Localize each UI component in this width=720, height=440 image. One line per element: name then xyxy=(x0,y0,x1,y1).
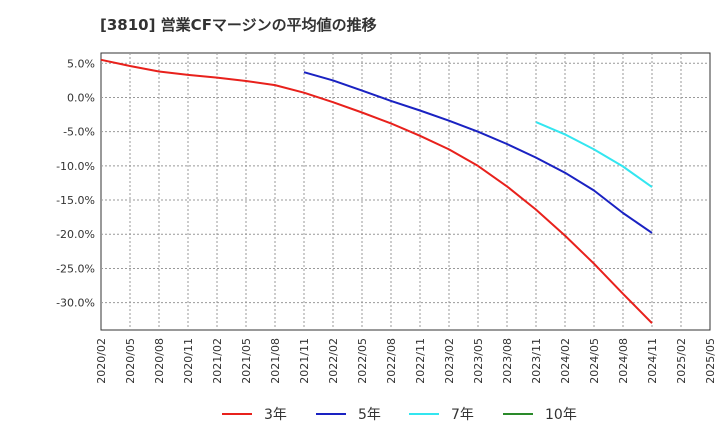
series-line-5年 xyxy=(303,71,653,234)
x-tick-label: 2022/08 xyxy=(385,338,398,384)
y-tick-label: 0.0% xyxy=(67,91,95,104)
x-tick-label: 2020/05 xyxy=(124,338,137,384)
x-tick-label: 2023/05 xyxy=(472,338,485,384)
y-tick-label: -25.0% xyxy=(56,262,95,275)
x-tick-label: 2024/02 xyxy=(559,338,572,384)
y-tick-label: -15.0% xyxy=(56,194,95,207)
x-tick-label: 2023/02 xyxy=(443,338,456,384)
x-tick-label: 2021/02 xyxy=(211,338,224,384)
plot-area xyxy=(100,52,711,331)
x-tick-label: 2020/08 xyxy=(153,338,166,384)
y-axis-ticks: 5.0% 0.0% -5.0% -10.0% -15.0% -20.0% -25.0% -30… xyxy=(56,57,95,309)
series-lines xyxy=(100,58,653,324)
y-tick-label: -5.0% xyxy=(63,126,95,139)
y-tick-label: -30.0% xyxy=(56,297,95,310)
y-tick-label: 5.0% xyxy=(67,57,95,70)
grid-lines xyxy=(101,53,710,330)
series-line-3年 xyxy=(100,58,653,324)
x-tick-label: 2022/11 xyxy=(414,338,427,384)
legend-label: 3年 xyxy=(264,407,287,423)
x-tick-label: 2023/08 xyxy=(501,338,514,384)
legend-label: 7年 xyxy=(451,407,474,423)
y-tick-label: -10.0% xyxy=(56,160,95,173)
legend-label: 10年 xyxy=(545,407,577,423)
x-tick-label: 2025/05 xyxy=(704,338,717,384)
x-tick-label: 2023/11 xyxy=(530,338,543,384)
x-axis-ticks: 2020/02 2020/05 2020/08 2020/11 2021/02 2021/… xyxy=(95,338,717,384)
legend: 3年 5年 7年 10年 xyxy=(222,407,577,423)
x-tick-label: 2024/11 xyxy=(646,338,659,384)
y-tick-label: -20.0% xyxy=(56,228,95,241)
x-tick-label: 2021/08 xyxy=(269,338,282,384)
x-tick-label: 2021/11 xyxy=(298,338,311,384)
legend-label: 5年 xyxy=(358,407,381,423)
x-tick-label: 2022/02 xyxy=(327,338,340,384)
x-tick-label: 2022/05 xyxy=(356,338,369,384)
x-tick-label: 2024/08 xyxy=(617,338,630,384)
x-tick-label: 2020/02 xyxy=(95,338,108,384)
x-tick-label: 2020/11 xyxy=(182,338,195,384)
chart-title: [3810] 営業CFマージンの平均値の推移 xyxy=(100,16,377,34)
series-line-7年 xyxy=(535,121,653,188)
x-tick-label: 2025/02 xyxy=(675,338,688,384)
x-tick-label: 2024/05 xyxy=(588,338,601,384)
x-tick-label: 2021/05 xyxy=(240,338,253,384)
